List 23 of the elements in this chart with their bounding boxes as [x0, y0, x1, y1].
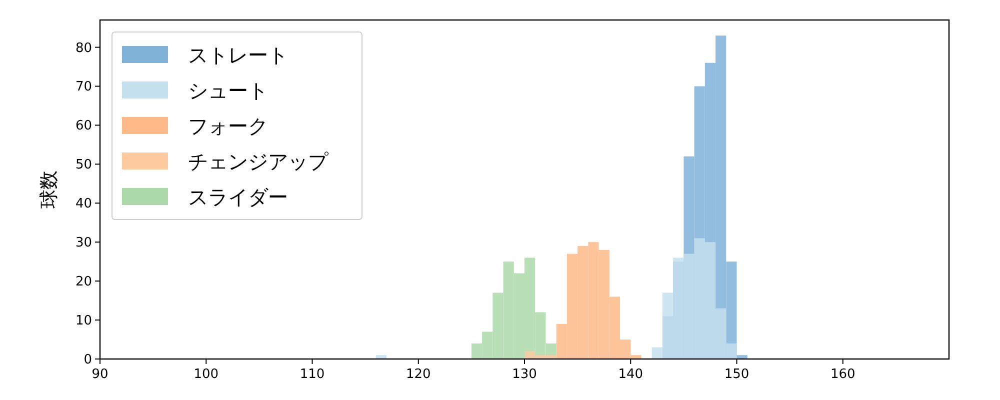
legend-label: フォーク: [188, 114, 268, 138]
x-tick-label: 100: [194, 367, 219, 382]
x-tick-label: 130: [512, 367, 537, 382]
y-axis-title: 球数: [38, 170, 60, 208]
legend-label: ストレート: [188, 43, 288, 67]
x-tick-label: 90: [92, 367, 108, 382]
legend-label: スライダー: [188, 185, 288, 209]
y-tick-label: 70: [75, 80, 92, 95]
x-tick-label: 150: [724, 367, 750, 382]
y-tick-label: 60: [75, 118, 92, 134]
x-tick-label: 110: [300, 367, 325, 382]
x-tick-label: 140: [618, 367, 644, 382]
legend-label: シュート: [188, 78, 268, 102]
y-tick-label: 80: [75, 40, 92, 56]
y-tick-label: 10: [75, 314, 92, 329]
y-tick-label: 0: [84, 352, 92, 368]
legend-label: チェンジアップ: [188, 150, 329, 174]
y-tick-label: 30: [75, 236, 92, 251]
y-tick-label: 20: [75, 274, 92, 290]
y-tick-label: 40: [75, 196, 92, 212]
x-tick-label: 120: [406, 367, 431, 382]
y-tick-label: 50: [75, 158, 92, 173]
x-tick-label: 160: [830, 367, 856, 382]
